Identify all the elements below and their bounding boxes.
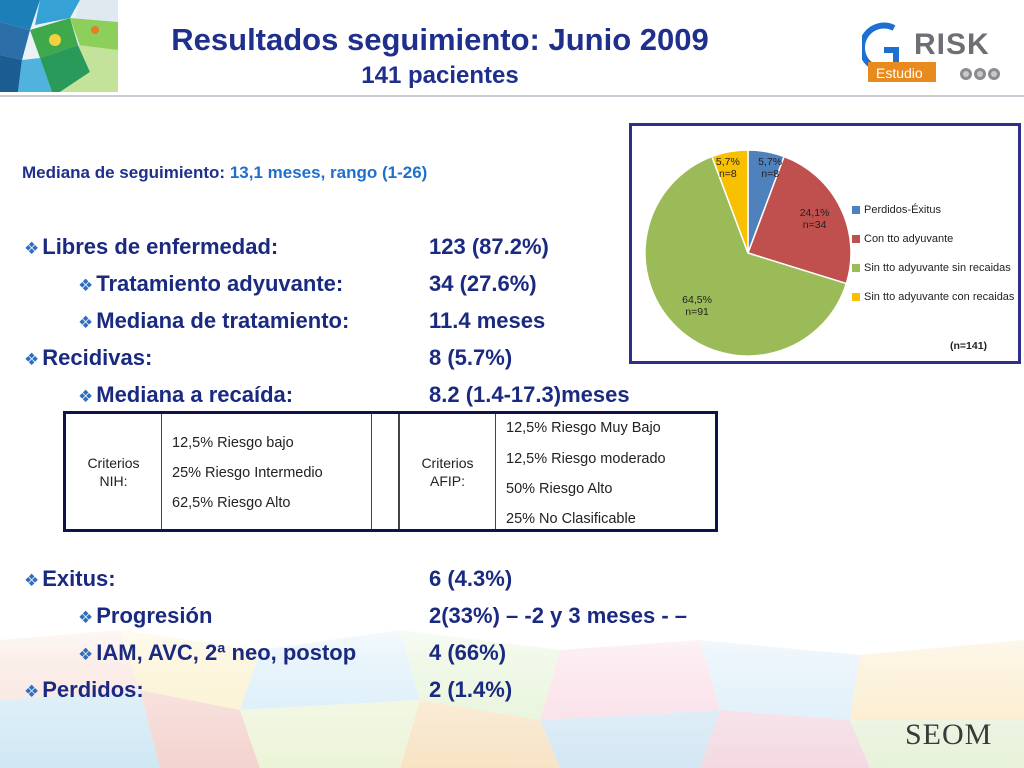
- legend-swatch: [852, 234, 860, 243]
- pie-chart-svg: [644, 149, 852, 357]
- pie-slice: [747, 155, 852, 285]
- stat-value: 6 (4.3%): [429, 566, 513, 591]
- criteria-afip-item: 25% No Clasificable: [506, 511, 636, 527]
- stat-label: Recidivas:: [42, 345, 153, 370]
- criteria-spacer-cell: [372, 414, 399, 529]
- legend-label: Con tto adyuvante: [864, 232, 954, 245]
- stat-row: ❖ Perdidos: 2 (1.4%): [24, 676, 1000, 706]
- bullet-diamond-icon: ❖: [24, 571, 40, 590]
- stat-row: ❖ Mediana a recaída: 8.2 (1.4-17.3)meses: [78, 381, 1000, 411]
- median-follow-up: Mediana de seguimiento: 13,1 meses, rang…: [22, 163, 427, 183]
- median-label: Mediana de seguimiento:: [22, 163, 226, 182]
- logo-text-top: RISK: [914, 28, 990, 61]
- legend-label: Sin tto adyuvante sin recaidas: [864, 261, 1011, 274]
- grisk-logo-icon: RISK Estudio: [859, 22, 1012, 86]
- legend-swatch: [852, 205, 860, 214]
- criteria-nih-item: 12,5% Riesgo bajo: [172, 435, 294, 451]
- stat-value: 8.2 (1.4-17.3)meses: [429, 382, 630, 407]
- criteria-table: Criterios NIH: 12,5% Riesgo bajo 25% Rie…: [63, 411, 718, 532]
- pie-slice-label: 64,5% n=91: [682, 293, 712, 318]
- bullet-diamond-icon: ❖: [78, 608, 94, 627]
- stat-value: 34 (27.6%): [429, 271, 537, 296]
- stat-value: 4 (66%): [429, 640, 507, 665]
- stat-row: ❖ IAM, AVC, 2ª neo, postop 4 (66%): [78, 639, 1000, 669]
- legend-item: Perdidos-Éxitus: [852, 200, 1014, 219]
- criteria-nih-list: 12,5% Riesgo bajo 25% Riesgo Intermedio …: [162, 414, 372, 529]
- mosaic-band-decoration: [0, 600, 1024, 768]
- stat-value: 8 (5.7%): [429, 345, 513, 370]
- stat-label: IAM, AVC, 2ª neo, postop: [96, 640, 357, 665]
- bullet-diamond-icon: ❖: [78, 313, 94, 332]
- criteria-nih-label: Criterios NIH:: [87, 454, 140, 489]
- stat-label: Libres de enfermedad:: [42, 234, 279, 259]
- legend-label: Sin tto adyuvante con recaidas: [864, 290, 1015, 303]
- stat-label: Tratamiento adyuvante:: [96, 271, 344, 296]
- pie-slice-label: 5,7% n=8: [758, 156, 783, 180]
- stat-label: Progresión: [96, 603, 213, 628]
- stat-value: 2 (1.4%): [429, 677, 513, 702]
- legend-item: Con tto adyuvante: [852, 229, 1014, 248]
- bullet-diamond-icon: ❖: [78, 387, 94, 406]
- page-title: Resultados seguimiento: Junio 2009: [171, 22, 709, 57]
- criteria-afip-list: 12,5% Riesgo Muy Bajo 12,5% Riesgo moder…: [496, 414, 715, 529]
- stat-row: ❖ Progresión 2(33%) – -2 y 3 meses - –: [78, 602, 1000, 632]
- bullet-diamond-icon: ❖: [78, 645, 94, 664]
- mosaic-corner-decoration: [0, 0, 118, 92]
- criteria-nih-item: 25% Riesgo Intermedio: [172, 465, 323, 481]
- criteria-afip-item: 12,5% Riesgo moderado: [506, 451, 666, 467]
- stat-row: ❖ Mediana de tratamiento: 11.4 meses: [78, 307, 1000, 337]
- criteria-afip-label: Criterios AFIP:: [421, 454, 474, 489]
- criteria-nih-item: 62,5% Riesgo Alto: [172, 495, 291, 511]
- criteria-afip-item: 50% Riesgo Alto: [506, 481, 613, 497]
- median-value: 13,1 meses, rango (1-26): [229, 163, 428, 182]
- legend-item: Sin tto adyuvante sin recaidas: [852, 258, 1014, 277]
- legend-item: Sin tto adyuvante con recaidas: [852, 287, 1014, 306]
- criteria-afip-label-cell: Criterios AFIP:: [399, 414, 496, 529]
- stat-label: Mediana de tratamiento:: [96, 308, 350, 333]
- legend-swatch: [852, 263, 860, 272]
- pie-slice-label: 24,1% n=34: [799, 207, 830, 232]
- pie-legend: Perdidos-Éxitus Con tto adyuvante Sin tto …: [852, 200, 1014, 316]
- legend-label: Perdidos-Éxitus: [864, 203, 942, 216]
- bullet-diamond-icon: ❖: [24, 350, 40, 369]
- stat-row: ❖ Libres de enfermedad: 123 (87.2%): [24, 233, 1000, 263]
- logo-text-bottom: Estudio: [876, 65, 923, 81]
- stat-row: ❖ Recidivas: 8 (5.7%): [24, 344, 1000, 374]
- bullet-diamond-icon: ❖: [24, 682, 40, 701]
- stat-value: 2(33%) – -2 y 3 meses - –: [429, 603, 688, 628]
- seom-logo: SEOM: [905, 718, 993, 751]
- bullet-diamond-icon: ❖: [24, 239, 40, 258]
- pie-slice: [644, 155, 848, 357]
- stat-label: Perdidos:: [42, 677, 144, 702]
- stat-value: 11.4 meses: [429, 308, 546, 333]
- header-divider: [0, 95, 1024, 97]
- stat-label: Exitus:: [42, 566, 116, 591]
- legend-swatch: [852, 292, 860, 301]
- criteria-nih-label-cell: Criterios NIH:: [66, 414, 162, 529]
- pie-chart: 5,7% n=8 24,1% n=34 64,5% n=91 5,7% n=8 Perdido…: [629, 123, 1021, 364]
- pie-total-label: (n=141): [950, 340, 988, 352]
- pie-slice-label: 5,7% n=8: [715, 156, 740, 180]
- criteria-afip-item: 12,5% Riesgo Muy Bajo: [506, 420, 661, 436]
- stat-label: Mediana a recaída:: [96, 382, 294, 407]
- stat-value: 123 (87.2%): [429, 234, 549, 259]
- page-subtitle: 141 pacientes: [361, 62, 519, 89]
- stat-row: ❖ Tratamiento adyuvante: 34 (27.6%): [78, 270, 1000, 300]
- bullet-diamond-icon: ❖: [78, 276, 94, 295]
- stat-row: ❖ Exitus: 6 (4.3%): [24, 565, 1000, 595]
- pie-slice: [710, 149, 749, 254]
